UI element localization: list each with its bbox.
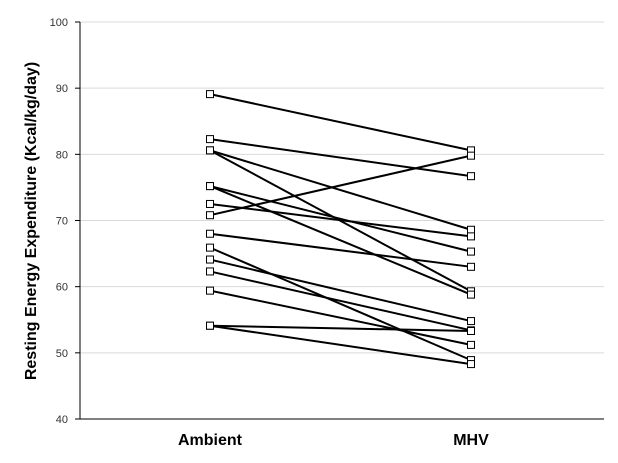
series-line-7 [209,202,472,238]
series-9 [206,229,475,271]
y-tick-label-60: 60 [56,282,68,294]
point-4-ambient [206,146,214,155]
series-line-3 [209,149,472,231]
series-8 [206,151,475,220]
series-11 [206,255,475,326]
series-1 [206,90,475,155]
point-10-ambient [206,243,214,252]
point-9-ambient [206,229,214,238]
series-line-15 [209,324,472,366]
series-line-6 [209,185,472,296]
y-tick-label-80: 80 [56,149,68,161]
point-14-mhv [467,326,475,335]
series-7 [206,199,475,241]
y-tick-label-70: 70 [56,216,68,228]
y-tick-label-40: 40 [56,414,68,426]
point-8-ambient [206,211,214,220]
series-line-13 [209,289,472,346]
series-line-1 [209,93,472,152]
x-category-mhv: MHV [453,432,489,449]
point-2-ambient [206,135,214,144]
series-12 [206,267,475,335]
point-13-mhv [467,340,475,349]
series-line-8 [209,154,472,217]
point-3-mhv [467,225,475,234]
series-line-9 [209,232,472,268]
series-14 [206,321,475,335]
series-line-11 [209,258,472,323]
point-15-mhv [467,360,475,369]
series-line-14 [209,324,472,332]
series-line-10 [209,246,472,362]
series-lines [206,90,475,369]
point-6-mhv [467,290,475,299]
series-2 [206,135,475,181]
y-ticks: 40 50 60 70 80 90 100 [50,17,80,426]
series-line-5 [209,185,472,253]
series-15 [206,321,475,369]
series-line-2 [209,138,472,178]
x-categories: Ambient MHV [178,432,489,449]
point-6-ambient [206,182,214,191]
point-11-ambient [206,255,214,264]
y-tick-label-50: 50 [56,348,68,360]
point-7-mhv [467,232,475,241]
point-9-mhv [467,262,475,271]
point-8-mhv [467,151,475,160]
series-line-12 [209,270,472,332]
point-1-ambient [206,90,214,99]
point-11-mhv [467,317,475,326]
y-axis-title: Resting Energy Expenditure (Kcal/kg/day) [23,62,40,380]
x-category-ambient: Ambient [178,432,243,449]
point-5-mhv [467,247,475,256]
series-6 [206,182,475,299]
series-13 [206,286,475,349]
y-tick-label-90: 90 [56,83,68,95]
grid [80,21,604,354]
point-2-mhv [467,172,475,181]
point-12-ambient [206,267,214,276]
point-15-ambient [206,321,214,330]
point-7-ambient [206,199,214,208]
y-tick-label-100: 100 [50,17,68,29]
point-13-ambient [206,286,214,295]
